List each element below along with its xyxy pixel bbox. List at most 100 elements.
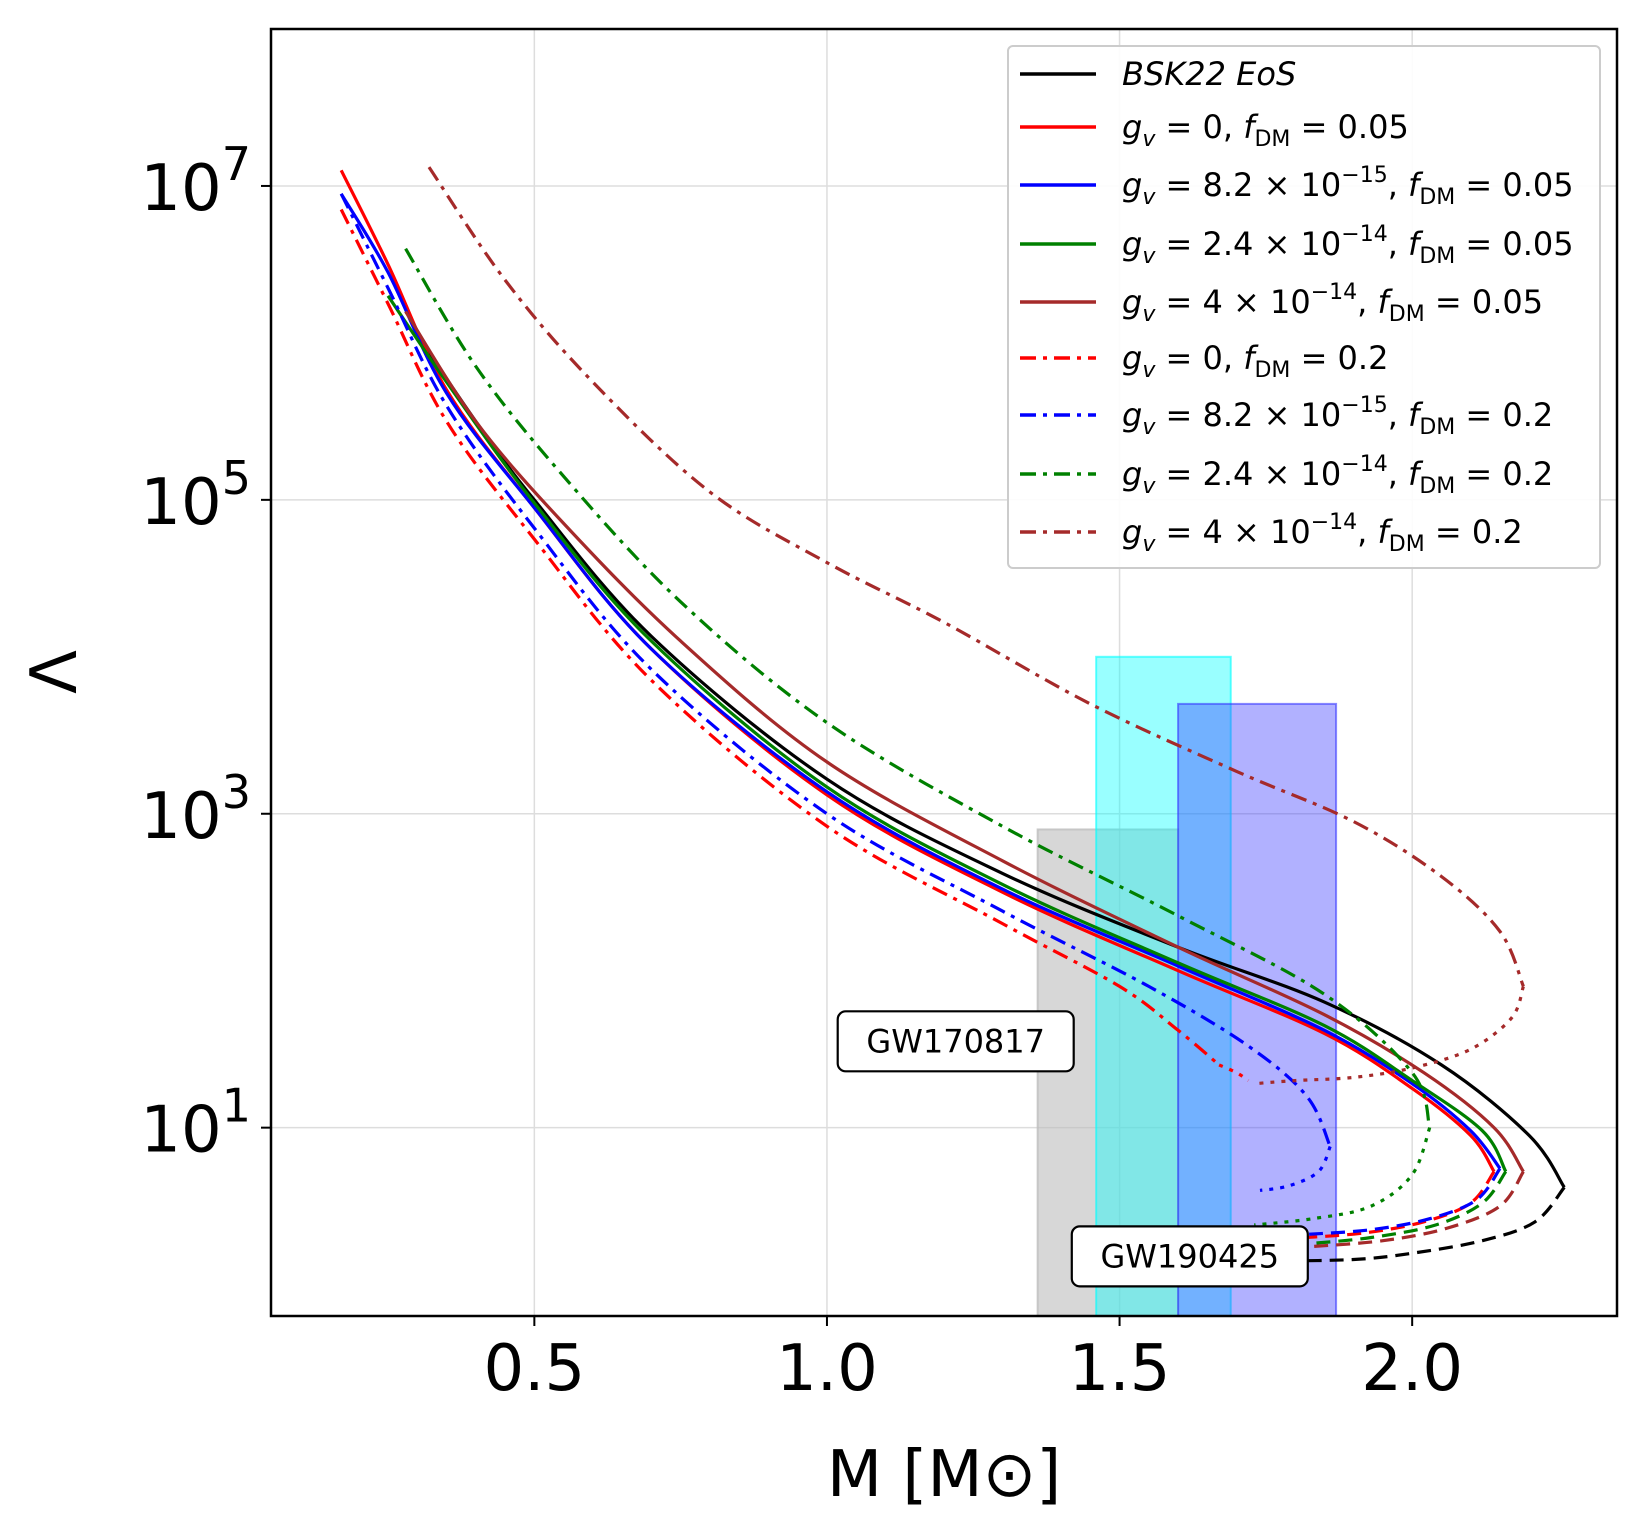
legend-text-part: g: [1122, 108, 1142, 146]
legend-text-part: g: [1122, 166, 1142, 204]
legend-text-part: −15: [1341, 393, 1387, 418]
legend-text-part: v: [1142, 532, 1156, 557]
legend-gv0-fdm02: gv = 0, fDM = 0.2: [1020, 339, 1388, 383]
legend-text-part: DM: [1419, 244, 1455, 269]
legend-text-part: ,: [1388, 455, 1408, 493]
legend-gv24-fdm02: gv = 2.4 × 10−14, fDM = 0.2: [1020, 452, 1553, 499]
series-lines: [339, 166, 1566, 1263]
legend-gv4-fdm005-label: gv = 4 × 10−14, fDM = 0.05: [1122, 280, 1543, 327]
y-tick-exponent: 3: [222, 765, 251, 819]
legend-text-part: = 8.2 × 10: [1155, 396, 1341, 434]
legend-text-part: ,: [1388, 396, 1408, 434]
legend-text-part: = 0.2: [1290, 339, 1388, 377]
legend-text-part: = 0.05: [1455, 225, 1573, 263]
legend-text-part: g: [1122, 396, 1142, 434]
y-tick-label: 107: [140, 137, 251, 226]
annotations: GW170817 GW190425: [836, 1010, 1309, 1288]
series-7-line: [404, 247, 1432, 1129]
legend-box: [1007, 45, 1601, 569]
legend-text-part: DM: [1389, 302, 1425, 327]
y-tick-base: 10: [140, 780, 221, 854]
gw170817-label-box: [836, 1010, 1075, 1073]
series-5-line: [339, 208, 1221, 1067]
legend-text-part: = 0.2: [1425, 513, 1523, 551]
legend-bsk22: BSK22 EoS: [1020, 55, 1296, 93]
legend-text-part: v: [1142, 244, 1156, 269]
legend-text-part: ,: [1388, 225, 1408, 263]
y-tick-exponent: 7: [222, 137, 251, 191]
legend-gv0-fdm02-label: gv = 0, fDM = 0.2: [1122, 339, 1388, 383]
legend-text-part: = 0.05: [1290, 108, 1408, 146]
plot-frame: [269, 27, 1619, 1318]
series-2-tail: [1306, 1167, 1502, 1236]
legend-text-part: DM: [1419, 474, 1455, 499]
series-3-line: [386, 294, 1508, 1173]
series-3-tail: [1306, 1170, 1508, 1246]
blue-band: [1177, 702, 1338, 1316]
x-tick-label: 0.5: [483, 1332, 585, 1406]
legend-text-part: v: [1142, 185, 1156, 210]
legend-text-part: = 0.05: [1425, 283, 1543, 321]
series-4-tail: [1306, 1170, 1525, 1249]
legend-gv8-fdm02-label: gv = 8.2 × 10−15, fDM = 0.2: [1122, 393, 1553, 440]
series-4-line: [404, 310, 1525, 1173]
y-tick-base: 10: [140, 466, 221, 540]
legend-gv24-fdm005-label: gv = 2.4 × 10−14, fDM = 0.05: [1122, 222, 1574, 269]
legend-text-part: = 0.05: [1455, 166, 1573, 204]
legend-bsk22-label: BSK22 EoS: [1122, 55, 1296, 93]
y-tick-label: 101: [140, 1079, 251, 1168]
y-tick-base: 10: [140, 1094, 221, 1168]
legend-text-part: −14: [1311, 280, 1357, 305]
legend-text-part: = 2.4 × 10: [1155, 225, 1341, 263]
series-6-tail: [1259, 1145, 1332, 1192]
series-2-line: [339, 192, 1502, 1170]
x-tick-label: 2.0: [1361, 1332, 1463, 1406]
series-6-line: [339, 193, 1332, 1148]
legend-text-part: v: [1142, 127, 1156, 152]
x-tick-label: 1.5: [1069, 1332, 1171, 1406]
legend-gv24-fdm02-label: gv = 2.4 × 10−14, fDM = 0.2: [1122, 452, 1553, 499]
series-8-line: [427, 166, 1525, 988]
legend-text-part: ,: [1357, 283, 1377, 321]
legend-text-part: DM: [1389, 532, 1425, 557]
series-1-line: [339, 169, 1496, 1173]
legend-text-part: g: [1122, 455, 1142, 493]
gw190425-label-text: GW190425: [1100, 1237, 1279, 1275]
legend-text-part: = 4 × 10: [1155, 283, 1310, 321]
y-tick-label: 105: [140, 451, 251, 540]
legend-text-part: −14: [1311, 510, 1357, 535]
x-axis-ticks: 0.5 1.0 1.5 2.0: [483, 1316, 1463, 1406]
legend-gv4-fdm02-label: gv = 4 × 10−14, fDM = 0.2: [1122, 510, 1523, 557]
legend-text-part: = 8.2 × 10: [1155, 166, 1341, 204]
legend-gv8-fdm005: gv = 8.2 × 10−15, fDM = 0.05: [1020, 163, 1574, 210]
legend-text-part: DM: [1254, 358, 1290, 383]
legend-text-part: v: [1142, 415, 1156, 440]
legend-text-part: v: [1142, 358, 1156, 383]
legend-text-part: = 4 × 10: [1155, 513, 1310, 551]
legend-gv4-fdm005: gv = 4 × 10−14, fDM = 0.05: [1020, 280, 1543, 327]
legend-text-part: g: [1122, 513, 1142, 551]
legend-text-part: v: [1142, 474, 1156, 499]
legend-text-part: = 0,: [1155, 339, 1243, 377]
gw190425-label-box: [1070, 1225, 1309, 1288]
series-8-tail: [1254, 985, 1525, 1086]
gw170817-label-text: GW170817: [866, 1022, 1045, 1060]
y-tick-base: 10: [140, 152, 221, 226]
legend-text-part: −14: [1341, 222, 1387, 247]
legend-gv24-fdm005: gv = 2.4 × 10−14, fDM = 0.05: [1020, 222, 1574, 269]
y-axis-label: Λ: [18, 650, 92, 694]
legend-text-part: = 0.2: [1455, 455, 1553, 493]
legend-gv4-fdm02: gv = 4 × 10−14, fDM = 0.2: [1020, 510, 1523, 557]
legend-text-part: g: [1122, 339, 1142, 377]
legend-text-part: v: [1142, 302, 1156, 327]
legend-text-part: = 2.4 × 10: [1155, 455, 1341, 493]
legend-text-part: = 0.2: [1455, 396, 1553, 434]
series-0-line: [415, 334, 1566, 1189]
gw190425-label: GW190425: [1070, 1225, 1309, 1288]
legend-text-part: g: [1122, 283, 1142, 321]
y-tick-exponent: 5: [222, 451, 251, 505]
legend-text-part: DM: [1419, 415, 1455, 440]
